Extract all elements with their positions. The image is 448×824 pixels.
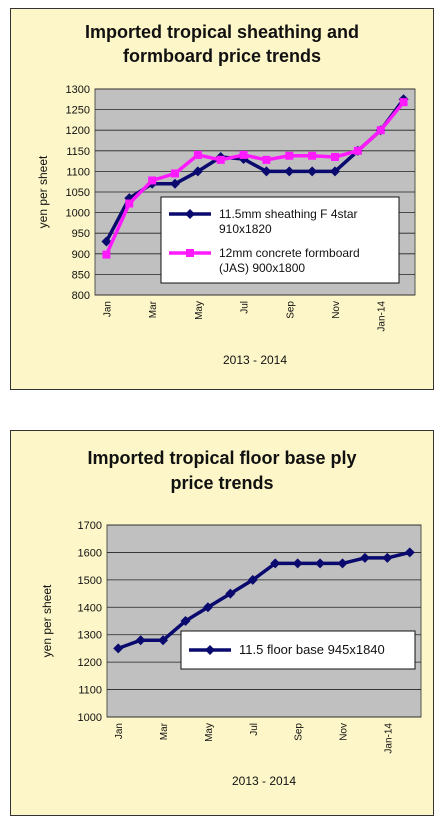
data-point <box>192 166 203 177</box>
x-tick-label: May <box>194 301 205 320</box>
y-tick-label: 1100 <box>66 166 90 178</box>
x-tick-label: Nov <box>331 301 342 319</box>
y-tick-label: 1300 <box>66 84 90 96</box>
x-tick-label: Jul <box>240 301 251 314</box>
legend-marker <box>186 249 194 257</box>
y-tick-label: 1200 <box>66 125 90 137</box>
legend-label: (JAS) 900x1800 <box>219 261 305 275</box>
data-point <box>247 574 258 585</box>
data-point <box>225 588 236 599</box>
y-tick-label: 900 <box>72 249 90 261</box>
data-point <box>337 558 348 569</box>
y-tick-label: 1100 <box>78 685 102 697</box>
data-point <box>331 152 339 161</box>
data-point <box>353 146 362 155</box>
legend-label: 11.5 floor base 945x1840 <box>239 642 385 657</box>
x-tick-label: Mar <box>159 722 170 740</box>
y-tick-label: 800 <box>72 290 90 302</box>
data-point <box>202 602 213 613</box>
data-point <box>180 616 191 626</box>
y-tick-label: 1250 <box>66 105 90 117</box>
data-point <box>125 199 134 208</box>
data-point <box>307 166 318 177</box>
x-tick-label: Sep <box>285 301 296 319</box>
data-point <box>376 126 385 135</box>
data-point <box>285 151 294 160</box>
data-point <box>315 558 326 569</box>
y-axis-label: yen per sheet <box>40 584 54 657</box>
x-tick-label: Jan-14 <box>377 301 388 332</box>
data-point <box>171 169 179 178</box>
y-tick-label: 1150 <box>66 146 90 158</box>
data-point <box>261 166 272 177</box>
x-tick-label: Sep <box>294 723 305 741</box>
chart-title-line2: price trends <box>170 473 274 493</box>
x-tick-label: Mar <box>148 300 159 318</box>
data-point <box>170 178 180 189</box>
chart-panel-floorbase: Imported tropical floor base ply price t… <box>10 430 434 816</box>
legend-box <box>160 196 400 284</box>
data-point <box>308 151 317 160</box>
data-point <box>216 155 225 164</box>
chart-title-line2: formboard price trends <box>122 46 322 66</box>
chart-title-line1: Imported tropical sheathing and <box>84 22 360 42</box>
data-point <box>404 547 415 558</box>
data-point <box>113 643 124 654</box>
legend-label: 11.5mm sheathing F 4star <box>219 207 358 221</box>
x-tick-label: Jul <box>249 723 260 736</box>
legend-label: 12mm concrete formboard <box>219 246 360 260</box>
y-tick-label: 1400 <box>78 602 102 614</box>
y-tick-label: 1000 <box>66 208 90 220</box>
y-tick-label: 1000 <box>78 712 102 724</box>
y-axis-label: yen per sheet <box>36 155 50 228</box>
x-axis-label: 2013 - 2014 <box>223 353 287 367</box>
data-point <box>102 250 111 259</box>
data-point <box>330 166 340 177</box>
legend-marker <box>185 209 195 219</box>
x-tick-label: Jan <box>114 723 125 739</box>
data-point <box>262 155 271 164</box>
x-tick-label: May <box>204 723 215 742</box>
y-tick-label: 1600 <box>78 547 102 559</box>
plot-area <box>106 524 422 718</box>
chart-sheathing: 800 850 900 950 1000 1050 1100 1150 1200 1250 1300… <box>36 84 416 367</box>
data-point <box>284 166 295 177</box>
y-tick-label: 1300 <box>78 630 102 642</box>
chart-title-line1: Imported tropical floor base ply <box>87 448 357 468</box>
y-tick-label: 1700 <box>78 520 102 532</box>
data-point <box>101 236 112 247</box>
x-tick-label: Jan-14 <box>383 723 394 754</box>
x-tick-label: Nov <box>339 723 350 741</box>
data-point <box>193 150 202 159</box>
data-point <box>239 150 248 159</box>
y-tick-label: 1500 <box>78 575 102 587</box>
data-point <box>292 558 303 569</box>
x-axis-label: 2013 - 2014 <box>232 774 296 788</box>
data-point <box>270 558 281 569</box>
legend-marker <box>205 645 215 655</box>
chart-panel-sheathing: Imported tropical sheathing and formboar… <box>10 8 434 390</box>
data-point <box>359 552 370 563</box>
chart-floorbase: 1000 1100 1200 1300 1400 1500 1600 1700 Jan Mar Ma… <box>40 520 422 788</box>
legend-label: 910x1820 <box>219 222 272 236</box>
data-point <box>148 176 157 185</box>
y-tick-label: 950 <box>72 228 90 240</box>
data-point <box>135 635 146 646</box>
x-tick-label: Jan <box>102 301 113 317</box>
data-point <box>158 635 169 646</box>
y-tick-label: 1050 <box>66 187 90 199</box>
data-point <box>382 552 393 563</box>
y-tick-label: 850 <box>72 269 90 281</box>
y-tick-label: 1200 <box>78 657 102 669</box>
data-point <box>399 98 408 107</box>
